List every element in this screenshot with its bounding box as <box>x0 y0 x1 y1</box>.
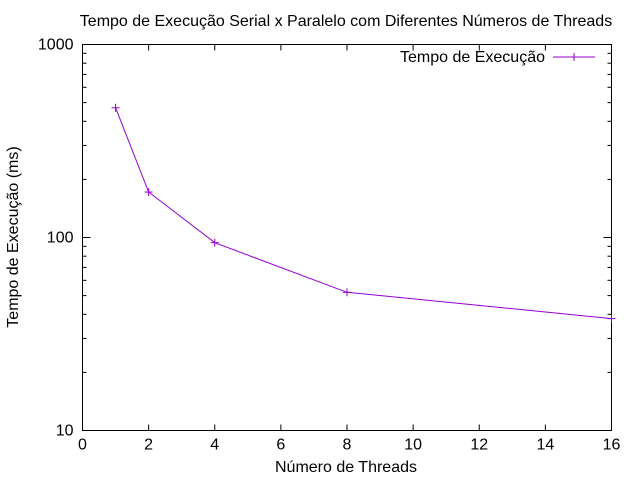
x-tick-label: 8 <box>343 437 352 454</box>
data-point <box>111 103 120 112</box>
legend-label: Tempo de Execução <box>400 49 545 66</box>
chart-title: Tempo de Execução Serial x Paralelo com … <box>80 13 612 30</box>
legend-marker <box>570 53 578 61</box>
y-axis-label: Tempo de Execução (ms) <box>5 146 22 327</box>
x-tick-label: 6 <box>276 437 285 454</box>
y-axis: 10 100 1000 <box>38 37 612 440</box>
data-point <box>607 314 616 323</box>
series-layer <box>111 103 616 323</box>
y-tick-label: 10 <box>56 423 74 440</box>
data-point <box>210 238 219 247</box>
x-tick-label: 10 <box>404 437 422 454</box>
series-line <box>115 107 612 320</box>
data-point <box>343 288 351 297</box>
x-axis-label: Número de Threads <box>275 459 417 476</box>
plot-frame <box>82 44 612 431</box>
x-tick-label: 16 <box>603 437 621 454</box>
data-point <box>144 188 153 197</box>
x-tick-label: 12 <box>470 437 488 454</box>
legend-marker-plus <box>570 53 578 61</box>
x-tick-label: 2 <box>144 437 153 454</box>
x-tick-label: 14 <box>536 437 554 454</box>
x-tick-label: 4 <box>210 437 219 454</box>
x-tick-label: 0 <box>78 437 87 454</box>
y-tick-label: 100 <box>47 230 74 247</box>
y-tick-label: 1000 <box>38 37 74 54</box>
legend: Tempo de Execução <box>400 49 595 66</box>
x-axis: 0 2 4 6 8 10 12 14 16 <box>78 44 621 454</box>
